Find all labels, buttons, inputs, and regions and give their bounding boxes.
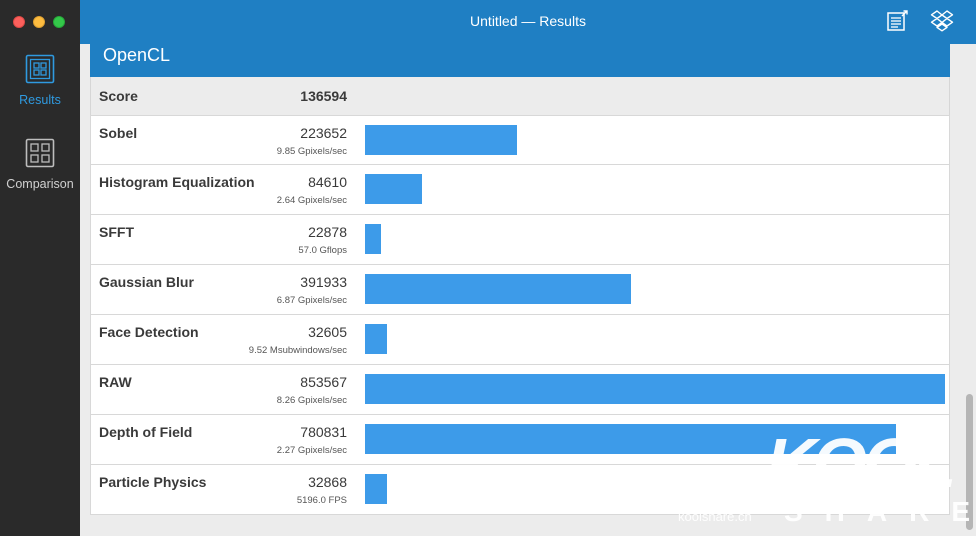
benchmark-row: Face Detection 32605 9.52 Msubwindows/se…	[90, 315, 950, 365]
test-score-bar	[365, 274, 631, 304]
test-name: Face Detection	[99, 324, 199, 340]
test-throughput: 8.26 Gpixels/sec	[276, 395, 347, 406]
section-title: OpenCL	[103, 45, 171, 65]
test-throughput: 57.0 Gflops	[298, 245, 347, 256]
section-header: OpenCL	[90, 44, 950, 77]
test-score-bar	[365, 324, 387, 354]
test-throughput: 2.27 Gpixels/sec	[276, 445, 347, 456]
sidebar-item-comparison[interactable]: Comparison	[0, 138, 80, 191]
test-score: 853567	[300, 374, 347, 390]
test-score-bar	[365, 474, 387, 504]
benchmark-list: Sobel 223652 9.85 Gpixels/sec Histogram …	[90, 115, 950, 515]
window-title: Untitled — Results	[470, 13, 586, 29]
test-name: Depth of Field	[99, 424, 193, 440]
test-score: 32868	[308, 474, 347, 490]
test-score-bar	[365, 125, 517, 155]
results-panel: OpenCL Score 136594 Sobel 223652 9.85 Gp…	[80, 44, 976, 536]
test-throughput: 9.52 Msubwindows/sec	[248, 345, 347, 356]
benchmark-row: Gaussian Blur 391933 6.87 Gpixels/sec	[90, 265, 950, 315]
close-window-button[interactable]	[13, 16, 25, 28]
benchmark-row: Sobel 223652 9.85 Gpixels/sec	[90, 115, 950, 165]
title-bar: Untitled — Results	[80, 0, 976, 44]
test-name: Gaussian Blur	[99, 274, 194, 290]
test-score-bar	[365, 224, 381, 254]
results-icon	[25, 54, 55, 84]
minimize-window-button[interactable]	[33, 16, 45, 28]
test-name: SFFT	[99, 224, 134, 240]
score-row: Score 136594	[90, 77, 950, 115]
test-throughput: 6.87 Gpixels/sec	[276, 295, 347, 306]
test-score: 22878	[308, 224, 347, 240]
vertical-scrollbar[interactable]	[963, 44, 976, 536]
test-score: 223652	[300, 125, 347, 141]
zoom-window-button[interactable]	[53, 16, 65, 28]
benchmark-row: Depth of Field 780831 2.27 Gpixels/sec	[90, 415, 950, 465]
sidebar-item-results[interactable]: Results	[0, 54, 80, 107]
benchmark-row: SFFT 22878 57.0 Gflops	[90, 215, 950, 265]
benchmark-row: Particle Physics 32868 5196.0 FPS	[90, 465, 950, 515]
test-name: Histogram Equalization	[99, 174, 255, 190]
comparison-icon	[25, 138, 55, 168]
test-throughput: 9.85 Gpixels/sec	[276, 146, 347, 157]
test-score: 391933	[300, 274, 347, 290]
test-score-bar	[365, 424, 896, 454]
scrollbar-thumb[interactable]	[966, 394, 973, 530]
test-score: 32605	[308, 324, 347, 340]
score-label: Score	[99, 88, 138, 104]
test-score-bar	[365, 374, 945, 404]
score-value: 136594	[300, 88, 347, 104]
test-throughput: 5196.0 FPS	[296, 495, 347, 506]
export-icon[interactable]	[885, 9, 909, 33]
benchmark-row: RAW 853567 8.26 Gpixels/sec	[90, 365, 950, 415]
sidebar-item-label: Results	[19, 93, 61, 107]
test-name: Particle Physics	[99, 474, 207, 490]
benchmark-row: Histogram Equalization 84610 2.64 Gpixel…	[90, 165, 950, 215]
sidebar: Results Comparison	[0, 0, 80, 536]
test-name: RAW	[99, 374, 132, 390]
sidebar-item-label: Comparison	[6, 177, 74, 191]
test-name: Sobel	[99, 125, 138, 141]
test-score: 84610	[308, 174, 347, 190]
test-score: 780831	[300, 424, 347, 440]
dropbox-icon[interactable]	[930, 9, 954, 33]
test-score-bar	[365, 174, 422, 204]
test-throughput: 2.64 Gpixels/sec	[276, 195, 347, 206]
